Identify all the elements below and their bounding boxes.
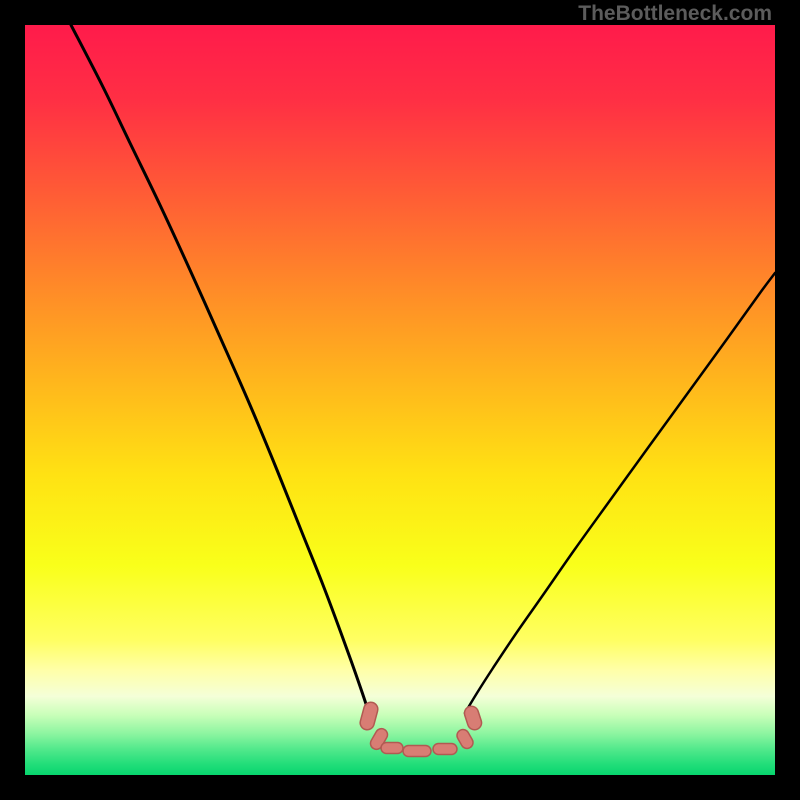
chart-frame: TheBottleneck.com	[0, 0, 800, 800]
watermark-text: TheBottleneck.com	[578, 2, 772, 26]
gradient-background	[25, 25, 775, 775]
plot-area	[25, 25, 775, 775]
